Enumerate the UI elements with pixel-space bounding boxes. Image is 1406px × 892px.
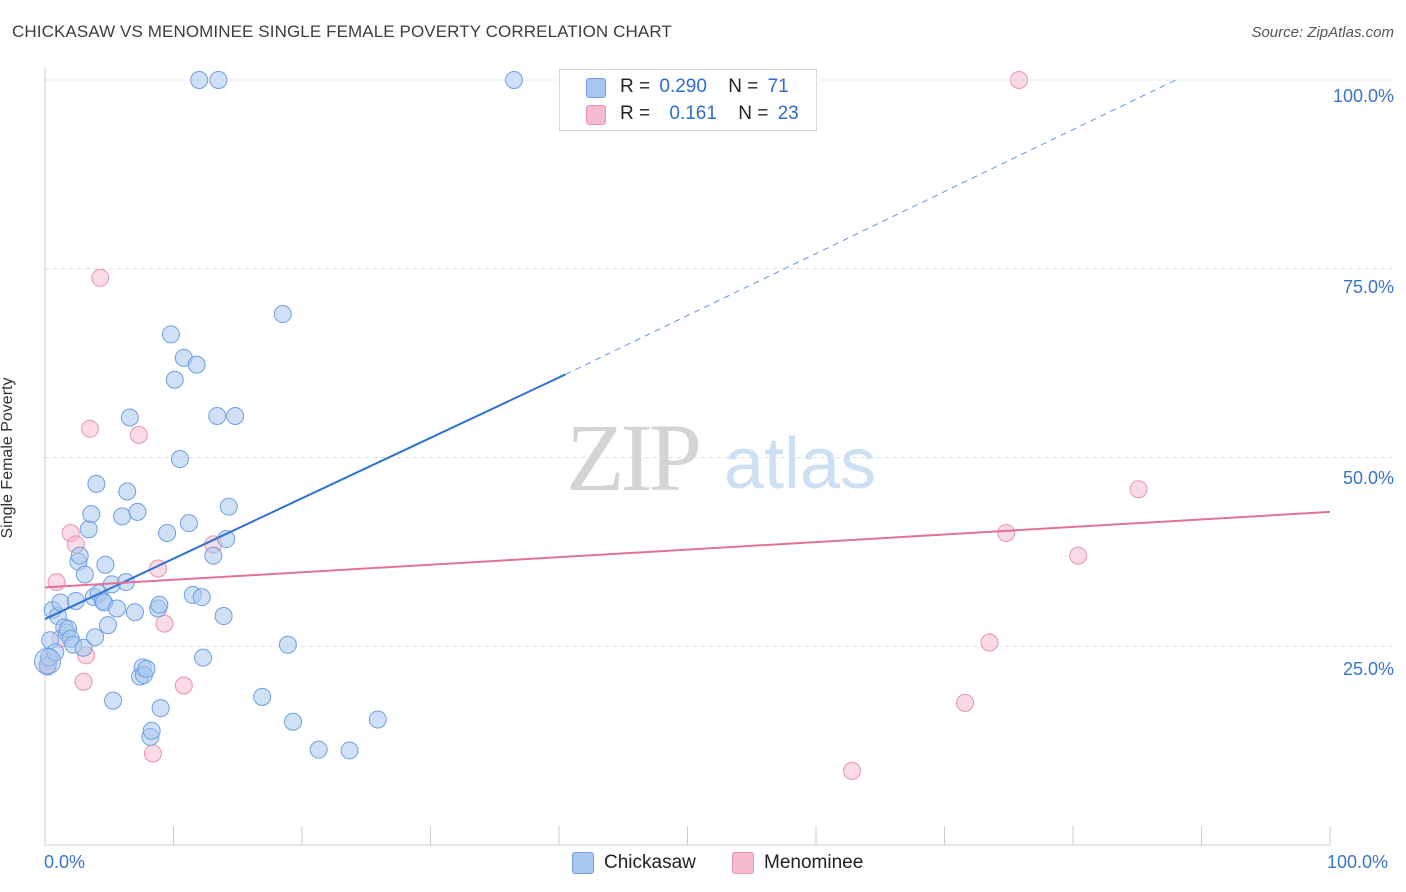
legend-r-value: 0.161 [669,103,717,124]
trend-lines [44,79,1331,620]
y-tick-25: 25.0% [1342,659,1394,679]
chickasaw-points [34,71,524,760]
chickasaw-point [309,740,328,759]
chickasaw-point [187,355,206,374]
bottom-legend-swatch-pink [732,852,754,874]
chickasaw-point [128,502,147,521]
menominee-point [997,524,1016,542]
menominee-point [980,633,999,652]
chickasaw-point [96,555,115,574]
chickasaw-point [113,507,132,526]
y-tick-50: 50.0% [1342,468,1394,488]
legend-n-label: N = [728,76,759,97]
legend-swatch-pink [586,105,606,125]
menominee-point [143,744,162,763]
axes [44,68,1331,846]
chickasaw-point [253,687,272,706]
chickasaw-point [217,530,236,549]
chickasaw-point [214,607,233,626]
chickasaw-point [194,648,213,667]
menominee-point [80,419,99,438]
chickasaw-point [98,616,117,635]
menominee-point [155,614,174,633]
chickasaw-point [226,406,245,425]
chickasaw-point [179,514,198,533]
chickasaw-point [118,482,137,501]
menominee-trend-line [44,510,1331,589]
chickasaw-point [151,699,170,718]
y-tick-100: 100.0% [1332,86,1394,106]
chickasaw-point [74,638,93,657]
y-tick-75: 75.0% [1342,277,1394,297]
bottom-legend-label-menominee: Menominee [764,852,864,873]
chickasaw-point [209,71,228,89]
chickasaw-point [87,474,106,493]
menominee-point [1129,480,1148,499]
chickasaw-point [158,524,177,542]
chickasaw-cluster-point [34,647,62,675]
watermark-atlas: atlas [724,424,876,504]
x-tick-100: 100.0% [1327,852,1389,872]
bottom-legend-chickasaw: Chickasaw [572,852,696,874]
menominee-point [956,693,975,712]
menominee-point [129,425,148,444]
chickasaw-point [86,628,105,647]
chickasaw-point [120,408,139,427]
legend-swatch-blue [586,78,606,98]
legend-r-label: R = [620,76,651,97]
chickasaw-point [208,406,227,425]
chickasaw-point [70,546,89,565]
chickasaw-point [170,450,189,469]
menominee-point [1010,71,1029,89]
chickasaw-point [75,565,94,584]
legend-n-value: 23 [777,103,799,124]
chickasaw-point [165,370,184,389]
bottom-legend-swatch-blue [572,852,594,874]
legend-text-menominee: R = 0.161 N = 23 [620,103,799,125]
menominee-point [74,672,93,691]
chickasaw-point [204,546,223,565]
chickasaw-point [79,520,98,539]
legend-r-label: R = [620,103,651,124]
chickasaw-point [190,71,209,89]
chickasaw-point [505,71,524,89]
menominee-point [174,676,193,695]
grid [45,79,1392,647]
chart-title: CHICKASAW VS MENOMINEE SINGLE FEMALE POV… [12,22,672,41]
chickasaw-point [278,635,297,654]
chickasaw-point [368,710,387,729]
bottom-legend-label-chickasaw: Chickasaw [604,852,696,873]
chickasaw-point [104,691,123,710]
menominee-point [91,268,110,287]
chickasaw-point [150,595,169,614]
x-tick-0: 0.0% [44,852,86,872]
chickasaw-point [142,721,161,740]
chickasaw-point [273,305,292,324]
menominee-point [842,761,861,780]
chickasaw-point [125,603,144,622]
legend-r-value: 0.290 [659,76,707,97]
chickasaw-point [192,588,211,607]
chickasaw-point [82,505,101,524]
legend-n-label: N = [738,103,769,124]
chickasaw-trend-line [44,373,566,620]
chickasaw-point [161,325,180,344]
chickasaw-point [219,497,238,516]
watermark-zip: ZIP [566,404,699,511]
chickasaw-point [107,599,126,618]
chickasaw-point [340,741,359,760]
chickasaw-point [137,659,156,678]
bottom-legend-menominee: Menominee [732,852,863,874]
stats-legend: R = 0.290 N = 71 R = 0.161 N = 23 [559,69,817,131]
legend-text-chickasaw: R = 0.290 N = 71 [620,76,789,98]
menominee-point [1069,546,1088,565]
source-label: Source: ZipAtlas.com [1251,24,1394,41]
watermark: ZIP atlas [566,404,876,511]
legend-n-value: 71 [767,76,789,97]
chickasaw-point [284,712,303,731]
chickasaw-trend-extension [565,79,1177,375]
